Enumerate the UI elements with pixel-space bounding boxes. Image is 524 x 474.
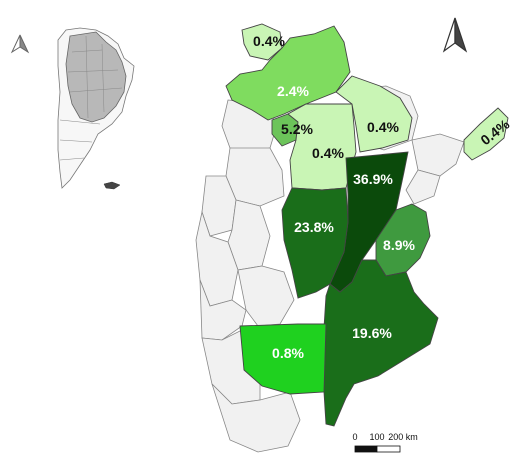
label-chaco: 0.4%	[367, 119, 399, 135]
north-arrow-main	[442, 17, 468, 53]
scale-tick-0: 0	[352, 432, 357, 442]
label-buenos-aires: 19.6%	[352, 325, 392, 341]
label-tucuman: 5.2%	[281, 121, 313, 137]
label-santiago: 0.4%	[312, 145, 344, 161]
label-salta: 2.4%	[277, 83, 309, 99]
region-salta	[225, 25, 351, 121]
highlighted-provinces	[225, 23, 509, 427]
region-entre-rios	[375, 203, 431, 277]
inset-province-lines	[59, 35, 123, 161]
scale-segment-white	[376, 445, 401, 453]
scale-tick-100: 100	[369, 432, 384, 442]
label-cordoba: 23.8%	[294, 219, 334, 235]
inset-highlighted-region	[65, 31, 127, 123]
region-buenos-aires	[323, 259, 439, 427]
label-la-pampa: 0.8%	[272, 345, 304, 361]
region-jujuy	[241, 23, 283, 61]
region-misiones	[463, 107, 509, 161]
region-chaco	[335, 75, 413, 153]
label-santa-fe: 36.9%	[353, 171, 393, 187]
label-jujuy: 0.4%	[253, 33, 285, 49]
region-cordoba	[281, 187, 349, 299]
north-arrow-inset	[10, 34, 30, 54]
region-la-pampa	[239, 323, 327, 395]
region-labels: 0.4% 2.4% 5.2% 0.4% 0.4% 0.4% 36.9% 23.8…	[253, 33, 513, 361]
label-entre-rios: 8.9%	[383, 237, 415, 253]
scale-tick-200: 200 km	[388, 432, 418, 442]
scale-bar: 0 100 200 km	[352, 432, 418, 453]
inset-map	[10, 27, 135, 190]
scale-segment-black	[354, 445, 378, 453]
inset-islands	[103, 181, 121, 190]
